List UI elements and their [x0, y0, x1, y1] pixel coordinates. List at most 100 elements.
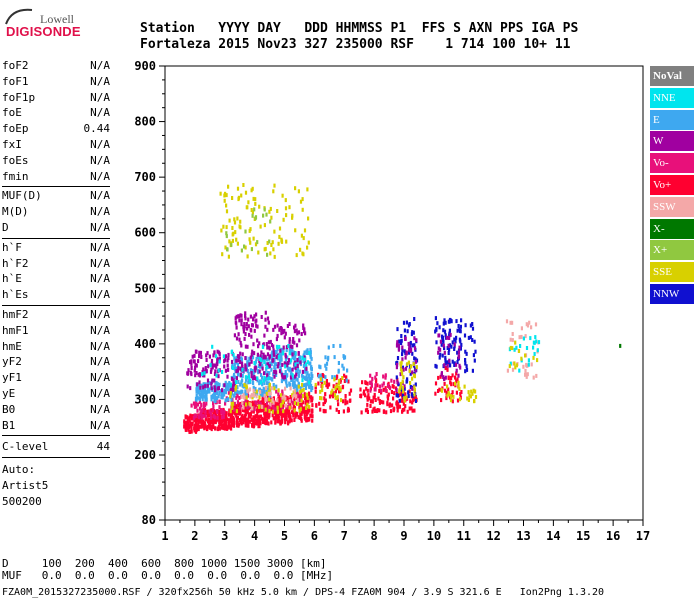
echo-point	[254, 417, 257, 422]
echo-point	[446, 384, 449, 389]
echo-point	[308, 404, 311, 409]
echo-point	[190, 366, 193, 370]
echo-point	[233, 421, 236, 426]
echo-point	[386, 402, 389, 407]
echo-point	[275, 389, 278, 394]
echo-point	[196, 382, 199, 387]
echo-point	[239, 382, 242, 387]
echo-point	[218, 391, 221, 396]
echo-point	[252, 196, 255, 201]
echo-point	[231, 405, 234, 410]
param-row: foF1p N/A	[2, 90, 110, 106]
echo-point	[204, 366, 207, 370]
echo-point	[291, 400, 294, 405]
echo-point	[399, 385, 402, 390]
echo-point	[515, 363, 518, 368]
echo-point	[198, 397, 201, 401]
echo-point	[442, 321, 445, 326]
echo-point	[305, 382, 308, 387]
echo-point	[264, 246, 267, 251]
echo-point	[278, 408, 281, 413]
echo-point	[397, 343, 400, 348]
legend-item-w: W	[650, 131, 694, 152]
echo-point	[319, 373, 322, 378]
parameters-panel: foF2 N/A foF1 N/A foF1p N/A foE N/A foEp 0.44 fxI N…	[2, 58, 110, 510]
echo-point	[193, 359, 196, 364]
echo-point	[447, 392, 450, 397]
echo-point	[218, 422, 221, 427]
echo-point	[306, 371, 309, 376]
echo-point	[236, 393, 239, 398]
param-separator	[2, 304, 110, 306]
echo-point	[277, 413, 280, 418]
echo-point	[459, 324, 462, 329]
echo-point	[441, 334, 444, 339]
echo-point	[301, 373, 304, 378]
echo-point	[406, 362, 409, 367]
echo-point	[244, 412, 247, 417]
echo-point	[270, 399, 273, 404]
echo-point	[401, 371, 404, 376]
param-row: B1 N/A	[2, 418, 110, 434]
echo-point	[256, 412, 259, 416]
echo-point	[469, 323, 472, 328]
echo-point	[398, 398, 401, 403]
echo-point	[472, 388, 475, 393]
echo-point	[397, 347, 400, 352]
param-value: N/A	[90, 74, 110, 88]
echo-point	[193, 418, 196, 423]
echo-point	[265, 421, 268, 426]
echo-point	[244, 356, 247, 360]
echo-point	[201, 397, 204, 402]
echo-point	[266, 373, 269, 378]
echo-point	[460, 318, 463, 323]
echo-point	[246, 421, 249, 426]
echo-point	[440, 398, 443, 403]
echo-point	[253, 417, 256, 422]
echo-point	[444, 366, 447, 371]
echo-point	[347, 379, 350, 384]
param-separator	[2, 457, 110, 459]
echo-point	[407, 323, 411, 328]
echo-point	[231, 359, 234, 364]
echo-point	[246, 344, 249, 349]
echo-point	[526, 323, 530, 328]
echo-point	[231, 418, 234, 423]
echo-point	[216, 427, 219, 432]
echo-point	[266, 316, 270, 321]
echo-point	[286, 366, 289, 371]
param-row: h`F N/A	[2, 240, 110, 256]
echo-point	[221, 419, 224, 424]
echo-point	[506, 368, 509, 373]
echo-point	[285, 363, 288, 368]
echo-point	[226, 374, 229, 379]
param-name: h`F	[2, 240, 22, 254]
echo-point	[526, 363, 529, 368]
echo-point	[264, 354, 267, 359]
echo-point	[288, 381, 291, 386]
echo-point	[359, 387, 362, 392]
echo-point	[266, 345, 269, 350]
echo-point	[226, 363, 229, 368]
echo-point	[333, 375, 336, 380]
echo-point	[449, 318, 452, 323]
echo-point	[366, 388, 369, 393]
echo-point	[282, 348, 285, 353]
echo-point	[245, 407, 248, 412]
echo-point	[246, 405, 249, 410]
echo-point	[249, 414, 252, 419]
echo-point	[235, 355, 238, 360]
echo-point	[309, 361, 312, 366]
echo-point	[414, 399, 418, 403]
param-name: foEs	[2, 153, 29, 167]
echo-point	[328, 394, 332, 399]
x-tick-label: 12	[486, 529, 500, 543]
echo-point	[231, 366, 235, 370]
echo-point	[338, 386, 341, 391]
echo-point	[193, 428, 196, 433]
echo-point	[291, 213, 294, 218]
echo-point	[241, 417, 244, 422]
echo-point	[324, 363, 327, 368]
echo-point	[218, 426, 221, 431]
param-value: N/A	[90, 402, 110, 416]
